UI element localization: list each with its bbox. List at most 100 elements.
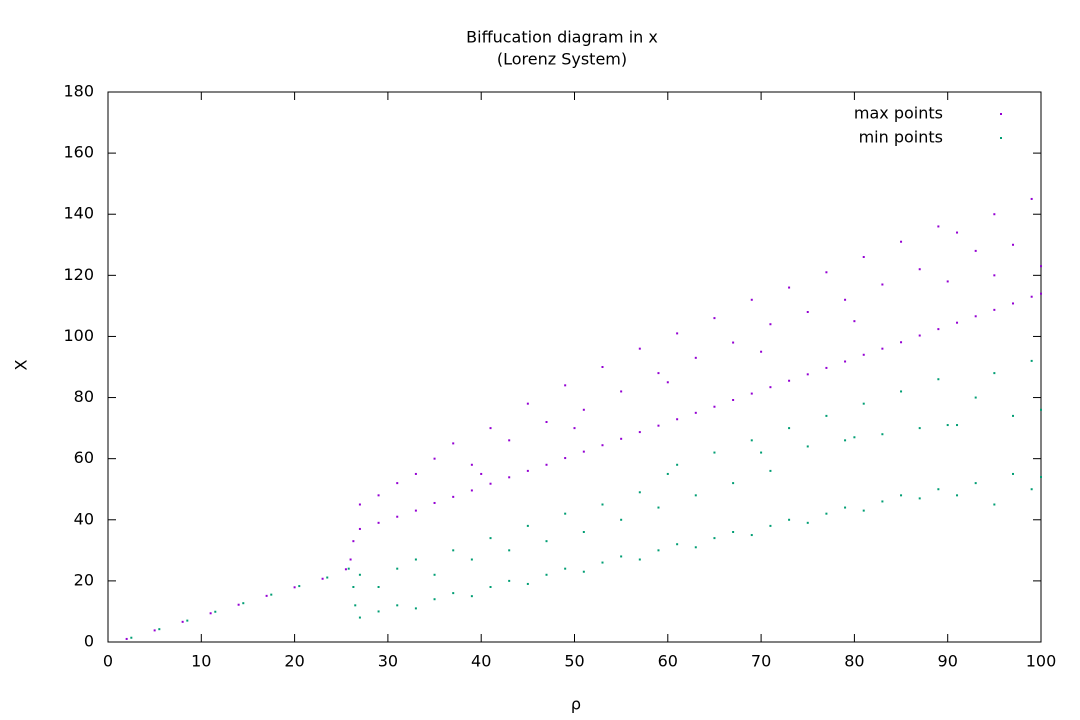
- data-point: [666, 381, 669, 384]
- data-point: [974, 249, 977, 252]
- data-point: [377, 521, 380, 524]
- data-point: [396, 567, 399, 570]
- data-point: [937, 378, 940, 381]
- x-tick-label: 40: [471, 652, 491, 671]
- data-point: [806, 373, 809, 376]
- data-point: [620, 437, 623, 440]
- data-point: [526, 469, 529, 472]
- data-point: [788, 286, 791, 289]
- data-point: [414, 607, 417, 610]
- data-point: [1030, 359, 1033, 362]
- data-point: [732, 399, 735, 401]
- data-point: [349, 558, 352, 561]
- data-point: [1012, 414, 1015, 417]
- y-tick-label: 60: [74, 448, 94, 467]
- data-point: [900, 390, 903, 393]
- chart-subtitle: (Lorenz System): [497, 50, 627, 69]
- data-point: [489, 537, 492, 540]
- data-point: [186, 619, 189, 622]
- data-point: [853, 320, 856, 323]
- data-point: [1030, 488, 1033, 491]
- data-point: [657, 549, 660, 552]
- data-point: [214, 610, 217, 613]
- data-point: [657, 506, 660, 509]
- data-point: [377, 494, 380, 497]
- data-point: [694, 356, 697, 359]
- data-point: [545, 540, 548, 543]
- data-point: [918, 268, 921, 271]
- data-point: [974, 482, 977, 485]
- data-point: [470, 463, 473, 466]
- data-point: [181, 620, 184, 623]
- data-point: [732, 341, 735, 344]
- data-point: [321, 577, 324, 580]
- x-tick-label: 30: [378, 652, 398, 671]
- data-point: [480, 472, 483, 475]
- data-point: [564, 457, 567, 460]
- data-point: [358, 527, 361, 530]
- data-point: [638, 558, 641, 561]
- data-point: [881, 500, 884, 503]
- data-point: [862, 509, 865, 512]
- data-point: [293, 586, 296, 589]
- data-point: [788, 518, 791, 521]
- data-point: [844, 439, 847, 442]
- data-point: [352, 540, 355, 543]
- data-point: [1030, 197, 1033, 200]
- data-point: [352, 586, 355, 588]
- data-point: [844, 506, 847, 509]
- data-point: [1030, 295, 1033, 298]
- data-point: [862, 353, 865, 356]
- data-point: [918, 334, 921, 337]
- data-point: [470, 489, 473, 492]
- data-point: [1040, 292, 1042, 295]
- data-point: [676, 543, 679, 546]
- data-point: [1012, 472, 1015, 475]
- data-point: [1040, 476, 1042, 478]
- data-point: [638, 491, 641, 494]
- data-point: [564, 567, 567, 570]
- data-point: [881, 433, 884, 436]
- data-point: [601, 366, 604, 368]
- data-point: [620, 390, 623, 393]
- data-point: [732, 531, 735, 533]
- data-point: [526, 524, 529, 527]
- data-point: [825, 414, 828, 417]
- data-point: [694, 546, 697, 549]
- data-point: [974, 315, 977, 318]
- data-point: [433, 457, 436, 460]
- data-point: [788, 379, 791, 382]
- data-point: [545, 463, 548, 466]
- data-point: [750, 439, 753, 442]
- legend-marker: [1000, 113, 1002, 115]
- data-point: [760, 451, 763, 454]
- y-tick-label: 100: [63, 326, 94, 345]
- data-point: [358, 616, 361, 619]
- x-tick-label: 90: [938, 652, 958, 671]
- data-point: [564, 512, 567, 515]
- data-point: [937, 328, 940, 331]
- data-point: [452, 442, 455, 445]
- data-point: [396, 604, 399, 607]
- y-tick-label: 20: [74, 570, 94, 589]
- data-point: [347, 567, 350, 570]
- data-point: [937, 225, 940, 228]
- data-point: [601, 503, 604, 506]
- data-point: [956, 231, 959, 234]
- data-point: [433, 501, 436, 504]
- x-tick-label: 10: [191, 652, 211, 671]
- data-point: [993, 308, 996, 311]
- data-point: [844, 360, 847, 363]
- data-point: [937, 488, 940, 491]
- data-point: [354, 604, 357, 607]
- chart-title: Biffucation diagram in x: [466, 28, 658, 47]
- x-tick-label: 100: [1026, 652, 1057, 671]
- data-point: [573, 427, 576, 430]
- data-point: [862, 256, 865, 258]
- y-tick-label: 40: [74, 509, 94, 528]
- legend-marker: [1000, 137, 1002, 139]
- data-point: [582, 408, 585, 411]
- data-point: [760, 350, 763, 353]
- data-point: [956, 494, 959, 497]
- data-point: [993, 372, 996, 375]
